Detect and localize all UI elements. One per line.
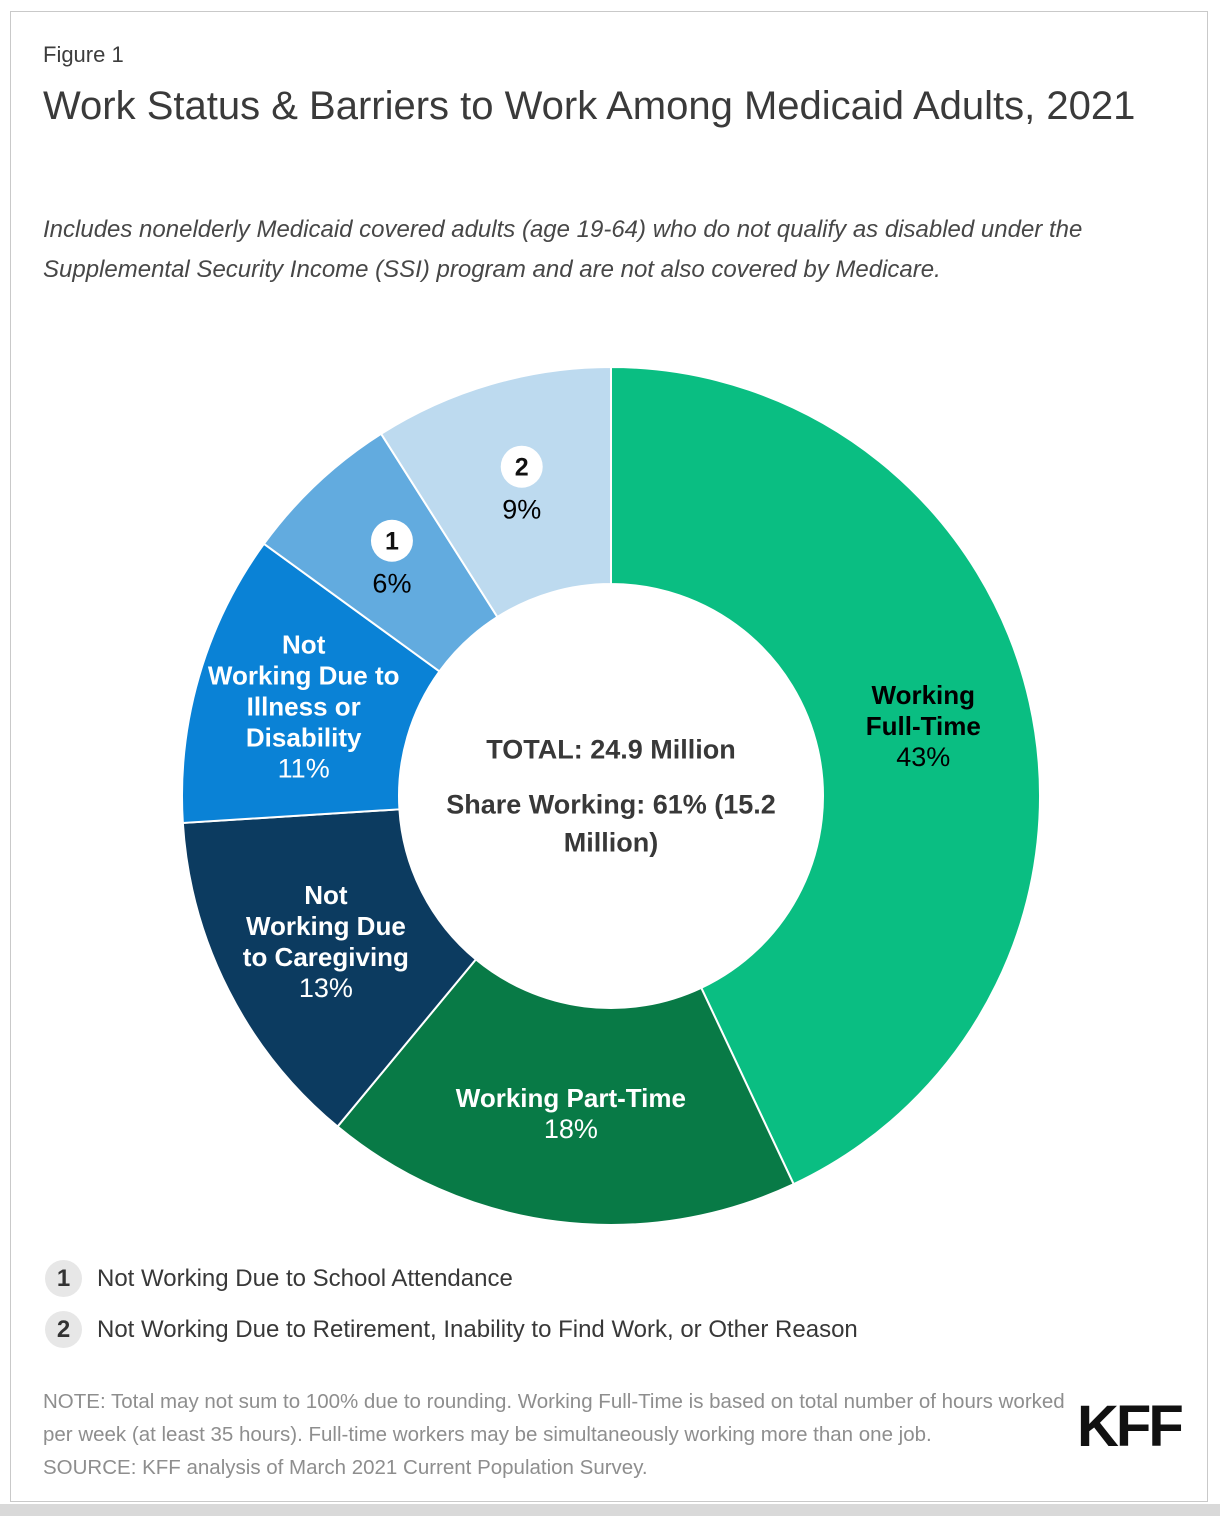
slice-label-working-full-time: Working Full-Time 43% — [866, 680, 981, 772]
slice-badge-circle-1 — [370, 519, 413, 562]
footnote-label-1: Not Working Due to School Attendance — [97, 1264, 513, 1292]
slice-value-not-working-due-to-school-attendance: 6% — [372, 569, 411, 599]
figure-label: Figure 1 — [43, 42, 124, 67]
note-source-block: NOTE: Total may not sum to 100% due to r… — [43, 1385, 1085, 1484]
slice-badge-number-2: 2 — [515, 454, 529, 482]
footnote-row-2: 2 Not Working Due to Retirement, Inabili… — [45, 1311, 858, 1348]
footnote-badge-2: 2 — [45, 1311, 82, 1348]
slice-label-not-working-due-to-illness-or-disability: Not Working Due to Illness or Disability 11% — [208, 630, 400, 784]
donut-slice-working-full-time — [610, 365, 1041, 1186]
donut-slice-not-working-due-to-caregiving — [181, 808, 478, 1128]
footnote-row-1: 1 Not Working Due to School Attendance — [45, 1260, 858, 1297]
footnote-badge-1: 1 — [45, 1260, 82, 1297]
slice-value-not-working-due-to-retirement-inability-to-find-work-or-other-reason: 9% — [502, 495, 541, 525]
figure-card: Figure 1 Work Status & Barriers to Work … — [10, 11, 1208, 1502]
donut-slice-not-working-due-to-illness-or-disability — [181, 542, 441, 824]
source-text: SOURCE: KFF analysis of March 2021 Curre… — [43, 1456, 648, 1479]
chart-center-labels: TOTAL: 24.9 Million Share Working: 61% (… — [411, 731, 811, 862]
page-title: Work Status & Barriers to Work Among Med… — [43, 84, 1136, 128]
page-bottom-strip — [0, 1504, 1220, 1516]
note-text: NOTE: Total may not sum to 100% due to r… — [43, 1390, 1065, 1446]
slice-label-working-part-time: Working Part-Time 18% — [456, 1083, 686, 1144]
total-label: TOTAL: 24.9 Million — [486, 734, 736, 765]
donut-chart-svg: Working Full-Time 43% Working Part-Time 18% N… — [181, 365, 1041, 1226]
kff-logo: KFF — [1077, 1394, 1184, 1459]
slice-badge-circle-2 — [500, 445, 543, 488]
donut-slice-working-part-time — [336, 957, 795, 1226]
slice-badge-number-1: 1 — [385, 528, 399, 556]
share-working-label: Share Working: 61% (15.2 Million) — [446, 789, 776, 858]
footnote-label-2: Not Working Due to Retirement, Inability… — [97, 1315, 858, 1343]
slice-label-not-working-due-to-caregiving: Not Working Due to Caregiving 13% — [243, 880, 409, 1003]
footnote-legend: 1 Not Working Due to School Attendance 2… — [45, 1260, 858, 1362]
donut-slice-not-working-due-to-retirement-inability-to-find-work-or-other-reason — [379, 365, 612, 619]
subtitle: Includes nonelderly Medicaid covered adu… — [43, 216, 1083, 283]
donut-chart: Working Full-Time 43% Working Part-Time 18% N… — [171, 356, 1051, 1236]
